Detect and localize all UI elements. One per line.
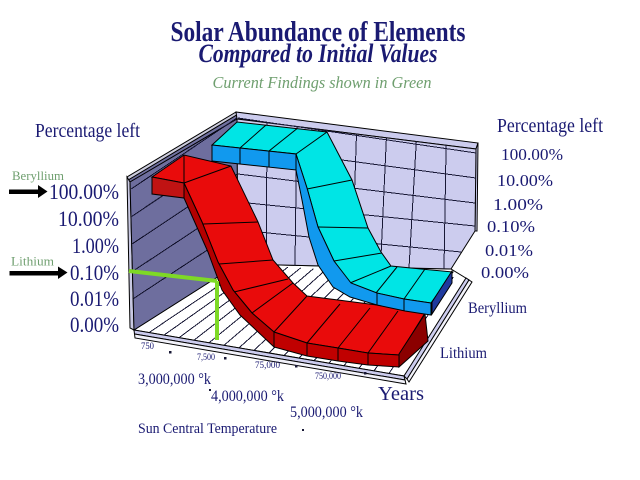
svg-text:0.10%: 0.10% xyxy=(70,260,119,285)
svg-text:1.00%: 1.00% xyxy=(72,233,119,258)
svg-text:750,000: 750,000 xyxy=(315,371,341,381)
svg-text:3,000,000 °k: 3,000,000 °k xyxy=(138,371,211,388)
svg-text:Sun Central Temperature: Sun Central Temperature xyxy=(138,421,277,437)
svg-text:Years: Years xyxy=(378,383,424,405)
svg-text:Compared to Initial Values: Compared to Initial Values xyxy=(199,39,438,68)
svg-text:4,000,000 °k: 4,000,000 °k xyxy=(211,388,284,405)
svg-text:Lithium: Lithium xyxy=(440,345,487,362)
svg-text:5,000,000 °k: 5,000,000 °k xyxy=(290,404,363,421)
svg-text:0.00%: 0.00% xyxy=(481,263,529,282)
svg-text:Percentage left: Percentage left xyxy=(497,115,603,137)
svg-text:1.00%: 1.00% xyxy=(493,195,543,214)
svg-text:100.00%: 100.00% xyxy=(49,179,119,204)
svg-text:Current Findings shown in Gree: Current Findings shown in Green xyxy=(213,73,432,92)
svg-text:7,500: 7,500 xyxy=(197,352,215,362)
svg-text:0.01%: 0.01% xyxy=(70,286,119,311)
svg-text:0.10%: 0.10% xyxy=(487,217,535,236)
svg-text:Solar Abundance of Elements: Solar Abundance of Elements xyxy=(171,17,466,48)
svg-text:0.01%: 0.01% xyxy=(485,241,533,260)
svg-text:Percentage left: Percentage left xyxy=(35,120,140,142)
svg-text:10.00%: 10.00% xyxy=(58,206,119,231)
svg-text:10.00%: 10.00% xyxy=(497,171,553,190)
svg-text:0.00%: 0.00% xyxy=(70,312,119,337)
svg-text:100.00%: 100.00% xyxy=(501,145,563,164)
svg-text:75,000: 75,000 xyxy=(255,360,281,370)
svg-text:750: 750 xyxy=(141,341,154,351)
svg-text:Beryllium: Beryllium xyxy=(468,300,527,317)
svg-text:Beryllium: Beryllium xyxy=(12,168,64,183)
svg-text:Lithium: Lithium xyxy=(11,254,54,269)
